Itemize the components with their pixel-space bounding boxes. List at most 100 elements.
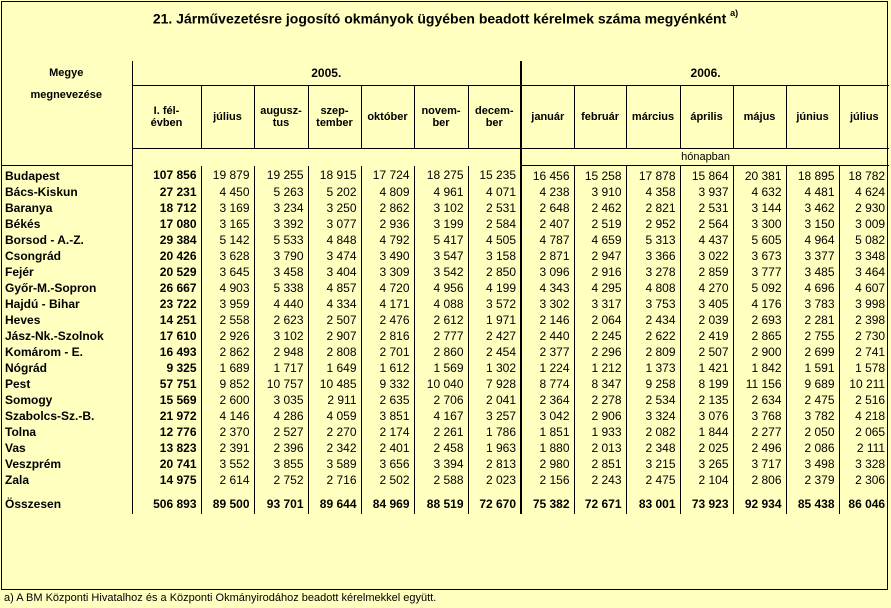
table-cell: 2 806: [732, 472, 787, 488]
table-cell: 2 454: [467, 344, 522, 360]
table-cell: 11 156: [732, 376, 787, 392]
table-cell: 2 936: [360, 216, 414, 232]
table-cell: 4 809: [360, 184, 414, 200]
table-cell: 3 783: [785, 296, 840, 312]
table-cell: 3 302: [520, 296, 575, 312]
table-cell: 3 278: [625, 264, 681, 280]
table-cell: 4 659: [573, 232, 627, 248]
table-cell: 2 634: [732, 392, 787, 408]
table-cell: 4 787: [520, 232, 575, 248]
table-row: Bács-Kiskun 27 231 4 450 5 263 5 202 4 809 4 9…: [1, 184, 890, 200]
table-cell: 3 300: [732, 216, 787, 232]
table-row: Baranya 18 712 3 169 3 234 3 250 2 862 3 102 2 …: [1, 200, 890, 216]
table-cell: 4 961: [413, 184, 468, 200]
region-name: Zala: [1, 472, 133, 488]
table-row: Nógrád 9 325 1 689 1 717 1 649 1 612 1 569 1 30…: [1, 360, 890, 376]
table-cell: 2 348: [625, 440, 681, 456]
table-cell: 2 614: [200, 472, 254, 488]
table-cell: 15 258: [573, 165, 627, 184]
table-cell: 2 947: [573, 248, 627, 264]
table-cell: 4 792: [360, 232, 414, 248]
table-cell: 3 998: [838, 296, 890, 312]
table-cell: 4 171: [360, 296, 414, 312]
table-row: Somogy 15 569 2 600 3 035 2 911 2 635 2 706 2 0…: [1, 392, 890, 408]
table-cell: 2 104: [679, 472, 734, 488]
table-cell: 2 730: [838, 328, 890, 344]
table-cell: 9 325: [131, 360, 201, 376]
table-cell: 1 421: [679, 360, 734, 376]
table-cell: 3 552: [200, 456, 254, 472]
table-cell: 4 440: [253, 296, 308, 312]
table-cell: 88 519: [413, 488, 468, 514]
table-cell: 2 396: [253, 440, 308, 456]
table-cell: 2 693: [732, 312, 787, 328]
table-cell: 2 755: [785, 328, 840, 344]
table-cell: 5 142: [200, 232, 254, 248]
region-name: Bács-Kiskun: [1, 184, 133, 200]
table-cell: 9 852: [200, 376, 254, 392]
table-cell: 2 296: [573, 344, 627, 360]
total-row: Összesen 506 893 89 500 93 701 89 644 84 969 8…: [1, 488, 890, 514]
table-cell: 7 928: [467, 376, 522, 392]
table-cell: 4 450: [200, 184, 254, 200]
table-cell: 3 199: [413, 216, 468, 232]
table-cell: 27 231: [131, 184, 201, 200]
table-cell: 3 717: [732, 456, 787, 472]
table-cell: 4 437: [679, 232, 734, 248]
table-row: Győr-M.-Sopron 26 667 4 903 5 338 4 857 4 720…: [1, 280, 890, 296]
table-cell: 57 751: [131, 376, 201, 392]
table-cell: 26 667: [131, 280, 201, 296]
table-cell: 20 426: [131, 248, 201, 264]
table-cell: 2 278: [573, 392, 627, 408]
table-cell: 3 851: [360, 408, 414, 424]
table-cell: 2 013: [573, 440, 627, 456]
table-cell: 5 082: [838, 232, 890, 248]
table-cell: 3 324: [625, 408, 681, 424]
table-cell: 2 277: [732, 424, 787, 440]
table-cell: 2 862: [360, 200, 414, 216]
table-cell: 2 860: [413, 344, 468, 360]
table-cell: 8 774: [520, 376, 575, 392]
table-cell: 23 722: [131, 296, 201, 312]
table-cell: 1 569: [413, 360, 468, 376]
table-cell: 2 086: [785, 440, 840, 456]
table-cell: 3 009: [838, 216, 890, 232]
table-cell: 4 956: [413, 280, 468, 296]
table-cell: 2 025: [679, 440, 734, 456]
region-name: Jász-Nk.-Szolnok: [1, 328, 133, 344]
table-cell: 3 753: [625, 296, 681, 312]
table-cell: 3 547: [413, 248, 468, 264]
table-cell: 4 903: [200, 280, 254, 296]
table-cell: 3 317: [573, 296, 627, 312]
table-cell: 2 146: [520, 312, 575, 328]
table-cell: 2 398: [838, 312, 890, 328]
column-header: január: [520, 85, 575, 149]
month-header-row: I. fél-évben július augusz-tus szep-tember o…: [1, 85, 890, 149]
table-cell: 2 342: [307, 440, 361, 456]
table-cell: 5 605: [732, 232, 787, 248]
table-cell: 3 250: [307, 200, 361, 216]
table-cell: 2 507: [679, 344, 734, 360]
table-cell: 4 270: [679, 280, 734, 296]
table-cell: 73 923: [679, 488, 734, 514]
table-cell: 2 600: [200, 392, 254, 408]
table-cell: 1 578: [838, 360, 890, 376]
table-cell: 2 531: [679, 200, 734, 216]
table-cell: 2 930: [838, 200, 890, 216]
table-cell: 1 224: [520, 360, 575, 376]
table-cell: 3 458: [253, 264, 308, 280]
table-row: Békés 17 080 3 165 3 392 3 077 2 936 3 199 2 58…: [1, 216, 890, 232]
table-cell: 2 813: [467, 456, 522, 472]
table-row: Budapest 107 856 19 879 19 255 18 915 17 724 1…: [1, 165, 890, 184]
table-cell: 2 716: [307, 472, 361, 488]
table-cell: 10 485: [307, 376, 361, 392]
table-cell: 3 102: [253, 328, 308, 344]
table-row: Fejér 20 529 3 645 3 458 3 404 3 309 3 542 2 85…: [1, 264, 890, 280]
table-cell: 2 623: [253, 312, 308, 328]
table-row: Hajdú - Bihar 23 722 3 959 4 440 4 334 4 171 4…: [1, 296, 890, 312]
table-cell: 2 531: [467, 200, 522, 216]
region-name: Somogy: [1, 392, 133, 408]
table-cell: 4 071: [467, 184, 522, 200]
table-cell: 2 821: [625, 200, 681, 216]
table-cell: 85 438: [785, 488, 840, 514]
